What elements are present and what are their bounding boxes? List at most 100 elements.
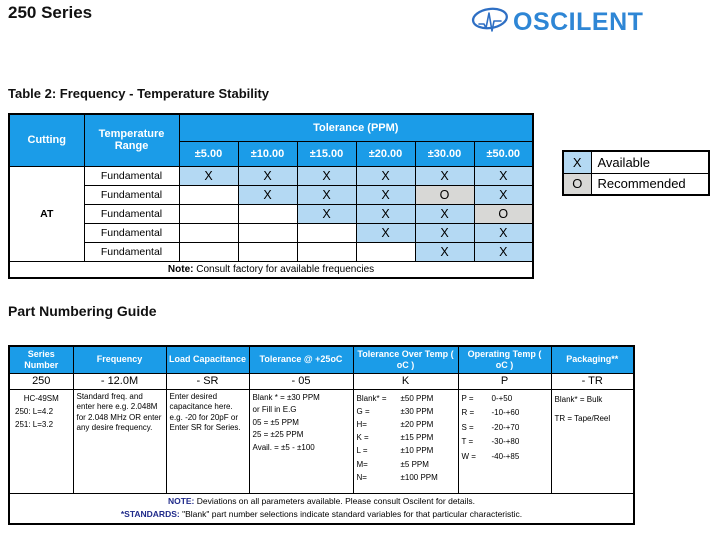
tolerance-cell: X	[414, 203, 475, 224]
tolerance-cell	[296, 222, 357, 243]
part-note-label: NOTE:	[167, 496, 195, 507]
table2-note-row: Note: Consult factory for available freq…	[8, 260, 534, 279]
range-cell: Fundamental	[83, 165, 180, 186]
tolerance-cell: X	[473, 184, 534, 205]
tolerance-cell	[237, 222, 298, 243]
table2-heading: Table 2: Frequency - Temperature Stabili…	[8, 86, 270, 101]
tolerance-cell	[178, 222, 239, 243]
detail-tolerance-25c: Blank * = ±30 PPM or Fill in E.G 05 = ±5 P…	[248, 388, 354, 494]
code-series: 250	[8, 372, 74, 390]
col-header-load-capacitance: Load Capacitance	[165, 345, 250, 374]
code-operating-temp: P	[457, 372, 552, 390]
note-text: Consult factory for available frequencie…	[193, 263, 375, 275]
table2-note: Note: Consult factory for available freq…	[8, 260, 534, 279]
brand-wordmark: OSCILENT	[513, 7, 644, 36]
legend-mark-available: X	[562, 150, 592, 174]
range-cell: Fundamental	[83, 203, 180, 224]
legend-row-recommended: O Recommended	[562, 172, 710, 196]
table-row: Fundamental X X X O	[9, 203, 534, 224]
part-note-line: NOTE: Deviations on all parameters avail…	[10, 495, 633, 508]
detail-packaging: Blank* = Bulk TR = Tape/Reel	[550, 388, 635, 494]
tolerance-cell	[178, 203, 239, 224]
code-tolerance-over-temp: K	[352, 372, 459, 390]
part-table-header-row: Series Number Frequency Load Capacitance…	[8, 345, 635, 374]
pulse-ellipse-icon	[470, 4, 510, 39]
tolerance-cell: X	[473, 241, 534, 262]
tolerance-cell	[296, 241, 357, 262]
tolerance-cell	[237, 203, 298, 224]
col-header-series-number: Series Number	[8, 345, 74, 374]
tolerance-header: ±20.00	[355, 140, 416, 167]
tolerance-cell: X	[178, 165, 239, 186]
col-header-tolerance-over-temp: Tolerance Over Temp ( oC )	[352, 345, 459, 374]
legend-table: X Available O Recommended	[562, 150, 710, 196]
detail-tolerance-over-temp: Blank* = ±50 PPM G = ±30 PPM H= ±20 PPM K = ±15…	[352, 388, 459, 494]
detail-series: HC-49SM 250: L=4.2 251: L=3.2	[8, 388, 74, 494]
table-row: Fundamental X X X	[9, 222, 534, 243]
legend-mark-recommended: O	[562, 172, 592, 196]
part-standards-label: *STANDARDS:	[120, 509, 180, 520]
tolerance-cell: X	[473, 222, 534, 243]
col-header-temp-range: Temperature Range	[83, 113, 180, 167]
tolerance-cell: O	[473, 203, 534, 224]
cutting-cell: AT	[8, 165, 85, 262]
range-cell: Fundamental	[83, 184, 180, 205]
part-standards-line: *STANDARDS: "Blank" part number selectio…	[10, 508, 633, 521]
part-numbering-table: Series Number Frequency Load Capacitance…	[8, 345, 635, 525]
tolerance-cell: X	[355, 203, 416, 224]
part-code-row: 250 - 12.0M - SR - 05 K P - TR	[8, 372, 635, 390]
code-load: - SR	[165, 372, 250, 390]
code-tolerance-25c: - 05	[248, 372, 354, 390]
tolerance-header: ±50.00	[473, 140, 534, 167]
tolerance-cell	[355, 241, 416, 262]
tolerance-header: ±30.00	[414, 140, 475, 167]
range-cell: Fundamental	[83, 222, 180, 243]
tolerance-header: ±15.00	[296, 140, 357, 167]
frequency-stability-table: Cutting Temperature Range Tolerance (PPM…	[8, 113, 535, 279]
page-title: 250 Series	[8, 3, 93, 22]
tolerance-cell: X	[237, 184, 298, 205]
part-standards-text: "Blank" part number selections indicate …	[179, 509, 523, 520]
tolerance-cell: X	[296, 184, 357, 205]
tolerance-cell: X	[237, 165, 298, 186]
tolerance-cell: X	[355, 222, 416, 243]
tolerance-cell	[178, 241, 239, 262]
legend-label-recommended: Recommended	[590, 172, 710, 196]
part-numbering-heading: Part Numbering Guide	[8, 303, 157, 319]
note-label: Note:	[167, 263, 194, 275]
tolerance-header: ±10.00	[237, 140, 298, 167]
part-details-row: HC-49SM 250: L=4.2 251: L=3.2 Standard fre…	[8, 388, 635, 494]
part-notes: NOTE: Deviations on all parameters avail…	[8, 492, 635, 525]
legend-row-available: X Available	[562, 150, 710, 174]
tolerance-cell: X	[296, 203, 357, 224]
part-note-text: Deviations on all parameters available. …	[194, 496, 476, 507]
part-notes-row: NOTE: Deviations on all parameters avail…	[8, 492, 635, 525]
tolerance-cell: X	[355, 165, 416, 186]
col-header-packaging: Packaging**	[550, 345, 635, 374]
legend-label-available: Available	[590, 150, 710, 174]
tolerance-cell: X	[355, 184, 416, 205]
table-row: AT Fundamental X X X X X X	[8, 165, 534, 262]
brand-logo: OSCILENT	[470, 4, 643, 39]
tolerance-cell: X	[296, 165, 357, 186]
detail-frequency: Standard freq. and enter here e.g. 2.048…	[72, 388, 167, 494]
col-header-frequency: Frequency	[72, 345, 167, 374]
tolerance-cell: X	[414, 222, 475, 243]
detail-load: Enter desired capacitance here. e.g. -20…	[165, 388, 250, 494]
table-row: Fundamental X X X O X	[9, 184, 534, 205]
range-cell: Fundamental	[83, 241, 180, 262]
code-frequency: - 12.0M	[72, 372, 167, 390]
tolerance-header: ±5.00	[178, 140, 239, 167]
col-header-cutting: Cutting	[8, 113, 85, 167]
tolerance-cell: X	[473, 165, 534, 186]
table-row: Fundamental X X	[9, 241, 534, 262]
tolerance-cell: X	[414, 241, 475, 262]
tolerance-cell: X	[414, 165, 475, 186]
tolerance-cell: O	[414, 184, 475, 205]
col-header-tolerance-25c: Tolerance @ +25oC	[248, 345, 354, 374]
tolerance-cell	[178, 184, 239, 205]
detail-operating-temp: P = 0-+50 R = -10-+60 S = -20-+70 T = -30-+80 W …	[457, 388, 552, 494]
code-packaging: - TR	[550, 372, 635, 390]
col-header-tolerance-group: Tolerance (PPM)	[178, 113, 534, 142]
